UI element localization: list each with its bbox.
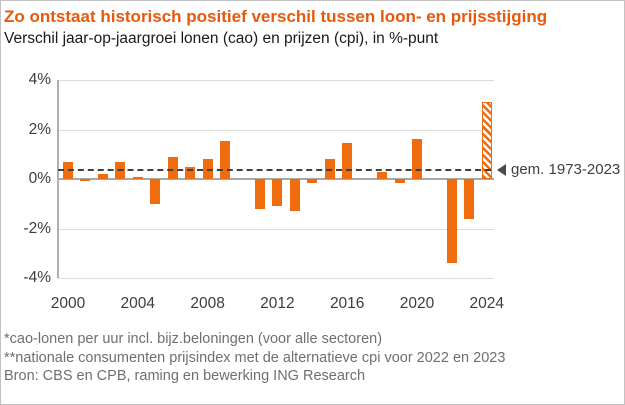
bar-2012 [272, 179, 283, 207]
gridline [58, 80, 494, 81]
chart-title: Zo ontstaat historisch positief verschil… [4, 7, 548, 26]
gridline [58, 278, 494, 279]
gridline [58, 228, 494, 230]
y-tick-label: 4% [28, 71, 51, 88]
bar-2023 [464, 179, 475, 219]
bar-2018 [377, 171, 388, 179]
average-arrow-icon [497, 164, 506, 177]
bar-2009 [220, 140, 231, 179]
bar-2008 [202, 159, 213, 179]
bar-2004 [132, 176, 143, 179]
x-tick-label: 2020 [399, 295, 435, 312]
bar-2022 [446, 179, 457, 264]
bar-2014 [307, 179, 318, 183]
gridline [58, 129, 494, 131]
y-tick-label: 0% [28, 170, 51, 187]
x-tick-label: 2004 [120, 295, 156, 312]
bar-2001 [80, 179, 91, 182]
x-tick-label: 2008 [190, 295, 225, 312]
y-axis-spine [57, 80, 59, 278]
bar-2006 [167, 156, 178, 179]
source-note: Bron: CBS en CPB, raming en bewerking IN… [4, 368, 366, 384]
footnote-cao: *cao-lonen per uur incl. bijz.beloningen… [4, 331, 383, 347]
x-tick-label: 2012 [260, 295, 295, 312]
bar-2020 [412, 139, 422, 179]
bar-2013 [289, 179, 300, 212]
x-tick-label: 2000 [50, 295, 86, 312]
average-line-label: gem. 1973-2023 [511, 161, 621, 179]
bar-2024-forecast-hatched [481, 102, 492, 179]
x-tick-label: 2016 [329, 295, 365, 312]
y-tick-label: 2% [28, 120, 51, 138]
bar-2011 [254, 179, 265, 209]
bar-2005 [150, 179, 161, 204]
bar-2016 [342, 143, 353, 179]
chart-subtitle: Verschil jaar-op-jaargroei lonen (cao) e… [4, 30, 439, 47]
x-tick-label: 2024 [469, 295, 505, 312]
y-tick-label: -2% [23, 219, 51, 237]
y-tick-label: -4% [23, 269, 51, 286]
average-line [58, 169, 491, 172]
footnote-cpi: **nationale consumenten prijsindex met d… [4, 349, 506, 366]
bar-2002 [97, 174, 108, 179]
bar-2015 [324, 159, 335, 179]
bar-2007 [185, 166, 196, 179]
bar-2019 [394, 179, 405, 183]
footnotes: *cao-lonen per uur incl. bijz.beloningen… [4, 330, 619, 386]
